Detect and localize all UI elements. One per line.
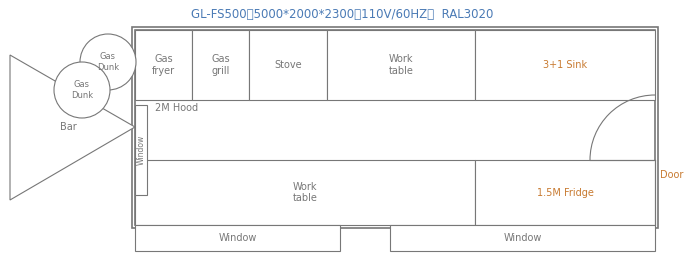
Text: 3+1 Sink: 3+1 Sink [543,60,587,70]
Text: Work
table: Work table [293,182,317,203]
Bar [135,225,340,251]
Text: Gas
grill: Gas grill [211,54,230,76]
Text: Gas
fryer: Gas fryer [152,54,175,76]
Text: Window: Window [503,233,542,243]
Text: GL-FS500，5000*2000*2300，110V/60HZ，  RAL3020: GL-FS500，5000*2000*2300，110V/60HZ， RAL30… [191,8,493,21]
Text: Bar: Bar [60,122,77,132]
Bar [192,30,249,100]
Bar [475,160,655,225]
Circle shape [54,62,110,118]
Polygon shape [10,55,135,200]
Bar [390,225,655,251]
Text: Gas
Dunk: Gas Dunk [71,80,93,100]
Bar [135,30,192,100]
Bar [132,27,658,228]
Bar [249,30,327,100]
Bar [135,160,475,225]
Bar [327,30,475,100]
Bar [135,105,147,195]
Bar [135,30,655,225]
Text: Work
table: Work table [389,54,413,76]
Text: 1.5M Fridge: 1.5M Fridge [536,187,594,198]
Bar [475,30,655,100]
Text: Gas
Dunk: Gas Dunk [97,52,119,72]
Circle shape [80,34,136,90]
Text: Stove: Stove [274,60,302,70]
Text: Window: Window [137,135,146,165]
Text: Door: Door [660,170,684,180]
Text: Window: Window [218,233,256,243]
Text: 2M Hood: 2M Hood [155,103,198,113]
